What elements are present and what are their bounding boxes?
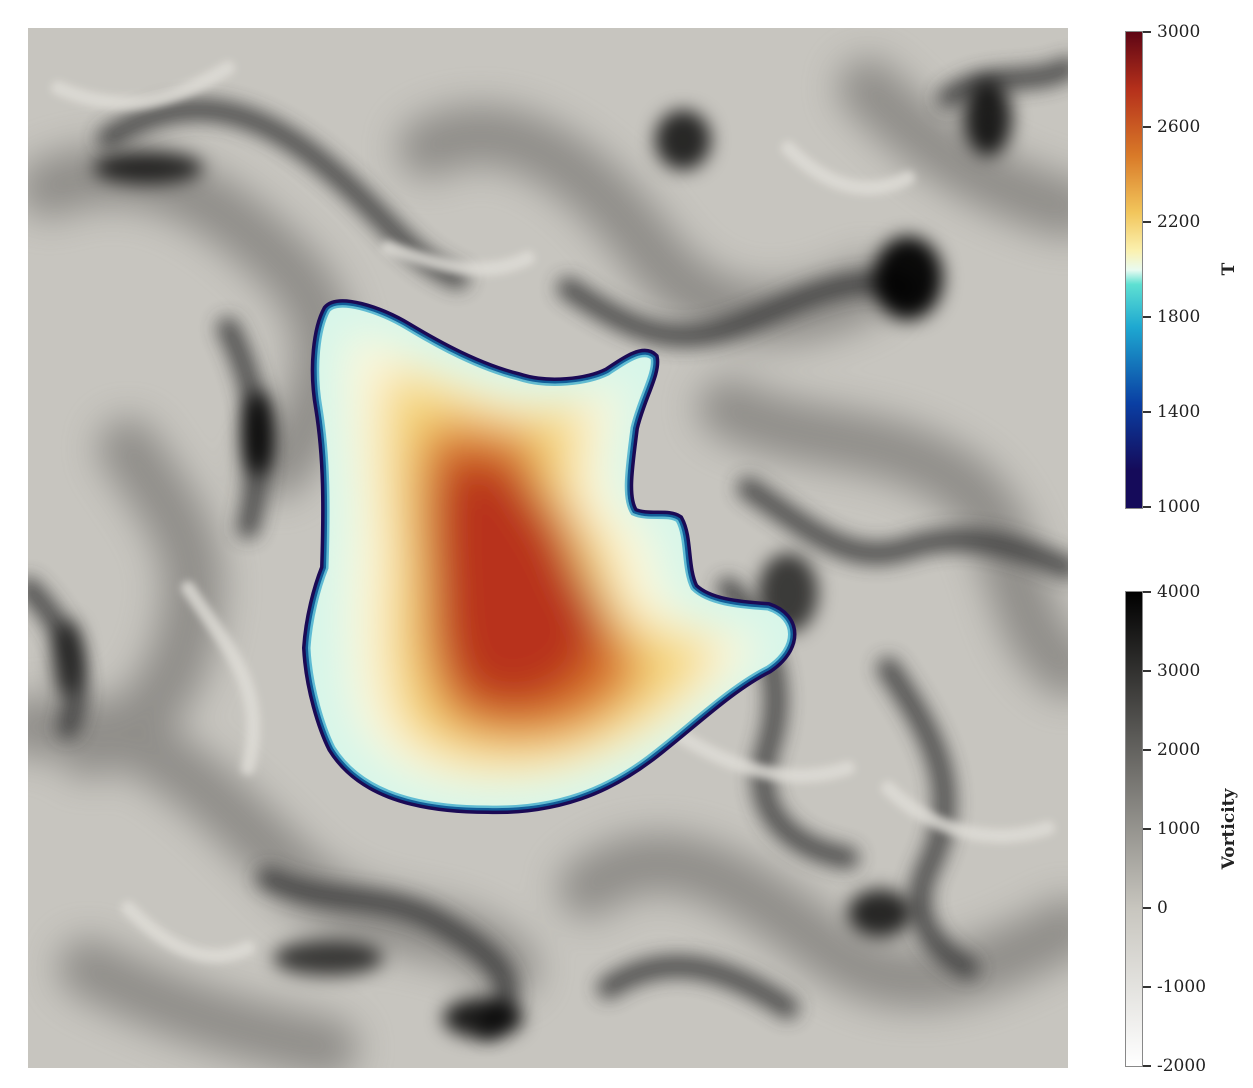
vorticity-tick: 1000 [1143, 819, 1243, 839]
vorticity-gradient [1125, 591, 1143, 1067]
tick-label: 2000 [1157, 740, 1201, 760]
tick-label: 3000 [1157, 661, 1201, 681]
tick-label: 1400 [1157, 402, 1201, 422]
tick-label: 2600 [1157, 117, 1201, 137]
vorticity-tick: -2000 [1143, 1056, 1243, 1076]
tick-label: 2200 [1157, 212, 1201, 232]
vortex-cores [52, 80, 1012, 1038]
tick-label: 1000 [1157, 497, 1201, 517]
tick-label: 3000 [1157, 22, 1201, 42]
temperature-gradient [1125, 31, 1143, 509]
temperature-colorbar-title: T [1219, 262, 1239, 276]
temperature-tick: 3000 [1143, 22, 1243, 42]
vorticity-colorbar: 4000 3000 2000 1000 0 -1000 -2000 Vortic… [1125, 582, 1245, 1076]
tick-label: -2000 [1157, 1056, 1207, 1076]
temperature-colorbar: 3000 2600 2200 1800 1400 1000 T [1125, 22, 1245, 517]
temperature-tick: 2600 [1143, 117, 1243, 137]
vorticity-tick: -1000 [1143, 977, 1243, 997]
temperature-tick: 1800 [1143, 307, 1243, 327]
temperature-tick: 1000 [1143, 497, 1243, 517]
vorticity-colorbar-title: Vorticity [1219, 788, 1239, 870]
temperature-tick: 1400 [1143, 402, 1243, 422]
vorticity-tick: 4000 [1143, 582, 1243, 602]
tick-label: 1800 [1157, 307, 1201, 327]
vorticity-tick: 2000 [1143, 740, 1243, 760]
tick-label: 0 [1157, 898, 1168, 918]
tick-label: 1000 [1157, 819, 1201, 839]
vorticity-tick: 3000 [1143, 661, 1243, 681]
tick-label: 4000 [1157, 582, 1201, 602]
tick-label: -1000 [1157, 977, 1207, 997]
vorticity-tick: 0 [1143, 898, 1243, 918]
simulation-field [28, 28, 1068, 1068]
temperature-tick: 2200 [1143, 212, 1243, 232]
